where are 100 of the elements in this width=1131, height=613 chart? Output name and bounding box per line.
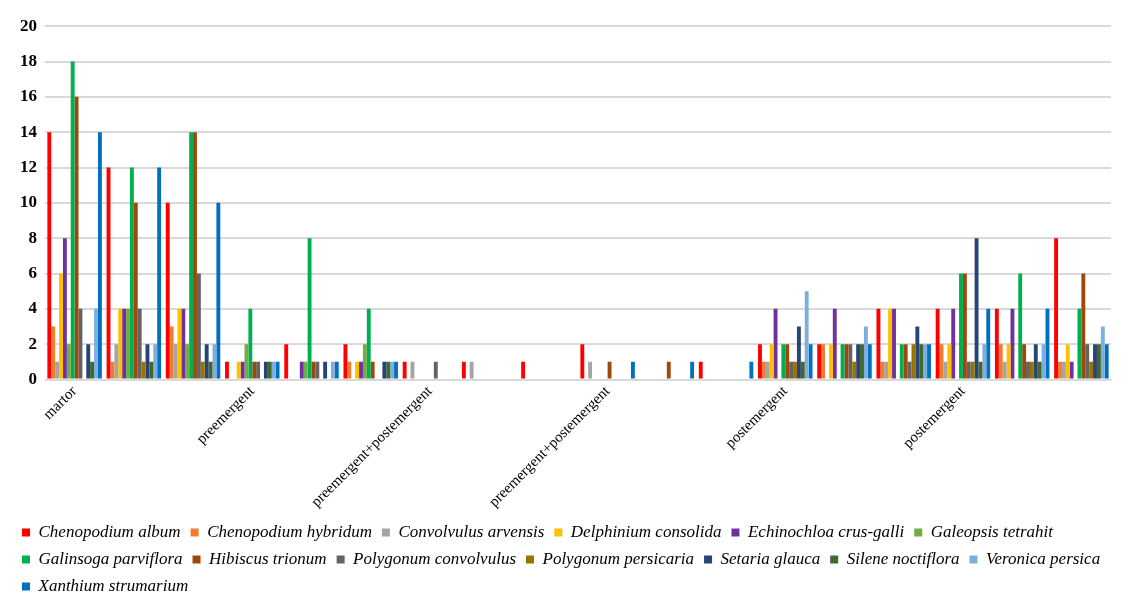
bar	[880, 361, 885, 379]
bar	[749, 361, 754, 379]
bar	[848, 344, 853, 379]
bar	[876, 308, 881, 379]
legend-label: Xanthium strumarium	[37, 575, 189, 595]
bar	[382, 361, 387, 379]
bar	[386, 361, 391, 379]
bar	[919, 344, 924, 379]
bar	[90, 361, 95, 379]
bar	[785, 344, 790, 379]
bar	[114, 344, 119, 379]
legend-label: Echinochloa crus-galli	[746, 521, 905, 541]
bar	[761, 361, 766, 379]
bar	[66, 344, 71, 379]
bar	[469, 361, 474, 379]
bar	[275, 361, 280, 379]
bar	[330, 361, 335, 379]
bar	[947, 344, 952, 379]
bar	[1069, 361, 1074, 379]
bar	[185, 344, 190, 379]
bar	[141, 361, 146, 379]
bar	[935, 308, 940, 379]
bar	[299, 361, 304, 379]
bar	[698, 361, 703, 379]
legend-label: Chenopodium album	[38, 521, 181, 541]
bar	[758, 344, 762, 379]
bar	[323, 361, 328, 379]
bar	[1104, 344, 1109, 379]
bar	[821, 344, 826, 379]
bar	[796, 326, 801, 379]
bar	[951, 308, 956, 379]
bar	[580, 344, 585, 379]
bar	[225, 361, 229, 379]
bar	[122, 308, 127, 379]
bar	[370, 361, 375, 379]
bar	[828, 344, 833, 379]
bar	[867, 344, 872, 379]
bar	[982, 344, 987, 379]
bar	[153, 344, 158, 379]
bar	[959, 273, 963, 379]
bar	[888, 308, 893, 379]
legend-label: Chenopodium hybridum	[207, 521, 372, 541]
bar	[899, 344, 904, 379]
bar	[884, 361, 889, 379]
bar	[781, 344, 786, 379]
bar	[588, 361, 593, 379]
bar	[966, 361, 971, 379]
bar	[86, 344, 91, 379]
bar	[256, 361, 261, 379]
bar	[1037, 361, 1042, 379]
bar	[943, 361, 948, 379]
y-tick-label: 8	[28, 227, 37, 247]
bar	[284, 344, 289, 379]
bar	[362, 344, 367, 379]
bar	[817, 344, 822, 379]
legend-label: Hibiscus trionum	[208, 548, 327, 568]
bar	[315, 361, 320, 379]
bar	[789, 361, 794, 379]
bar	[852, 361, 857, 379]
y-tick-label: 0	[28, 368, 37, 388]
bar	[236, 361, 241, 379]
bar	[390, 361, 395, 379]
bar	[181, 308, 186, 379]
bar	[1010, 308, 1015, 379]
bar	[630, 361, 635, 379]
bar	[769, 344, 774, 379]
y-tick-label: 6	[28, 262, 37, 282]
bar	[607, 361, 612, 379]
bar	[1054, 238, 1059, 379]
bar	[267, 361, 272, 379]
bar	[1018, 273, 1023, 379]
bar	[129, 167, 134, 379]
legend-label: Convolvulus arvensis	[398, 521, 545, 541]
bar	[690, 361, 695, 379]
bar	[347, 361, 352, 379]
bar	[248, 308, 253, 379]
bar	[118, 308, 123, 379]
bar	[70, 61, 75, 379]
bar	[915, 326, 920, 379]
bar	[927, 344, 931, 379]
bar	[394, 361, 398, 379]
bar	[137, 308, 142, 379]
bar	[126, 308, 130, 379]
bar	[970, 361, 975, 379]
bar	[208, 361, 213, 379]
bar	[1061, 361, 1066, 379]
bar	[303, 361, 308, 379]
bar	[1065, 344, 1070, 379]
bar	[110, 361, 115, 379]
bar	[51, 326, 56, 379]
legend-label: Polygonum convolvulus	[352, 548, 517, 568]
bar	[1026, 361, 1030, 379]
y-tick-label: 4	[28, 298, 38, 318]
bar	[986, 308, 991, 379]
bar	[1089, 361, 1094, 379]
bar	[804, 291, 809, 379]
legend-label: Setaria glauca	[720, 548, 821, 568]
bar	[892, 308, 896, 379]
bar	[974, 238, 979, 379]
legend-label: Galinsoga parviflora	[38, 548, 183, 568]
